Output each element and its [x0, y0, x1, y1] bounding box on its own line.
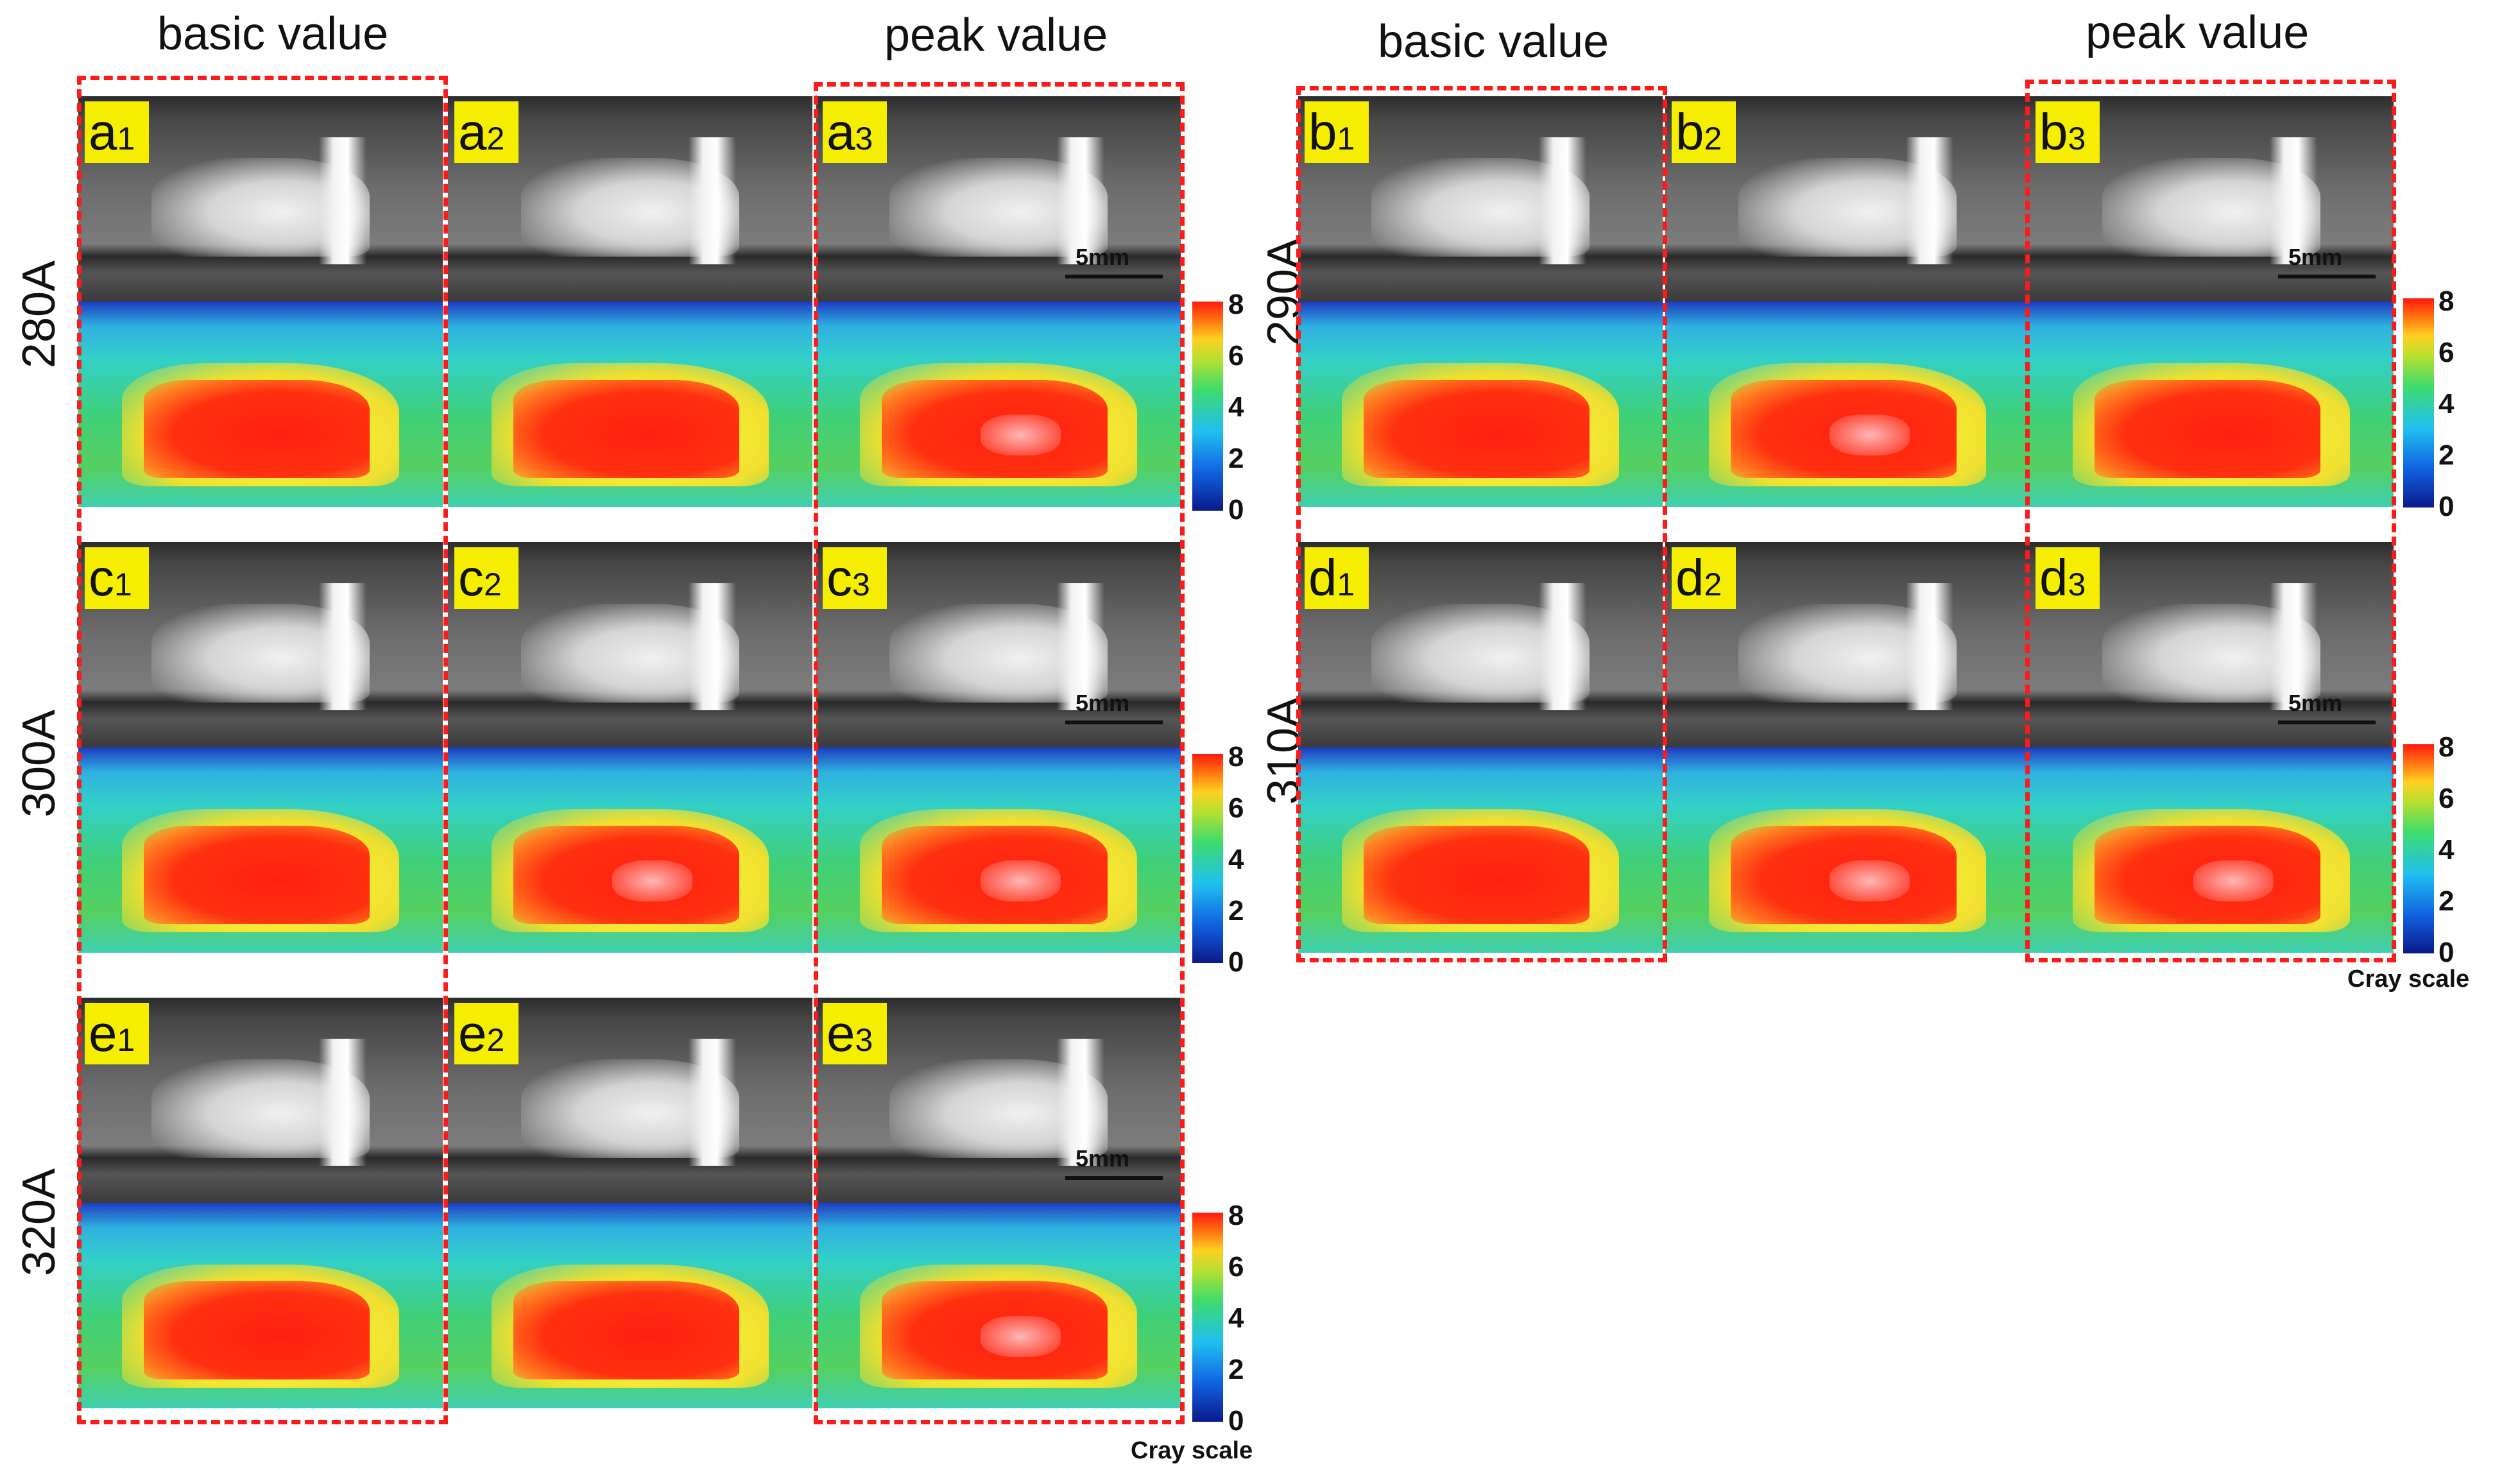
- colorbar-a-tick-4: 4: [1228, 391, 1244, 423]
- row-label-300a: 300A: [13, 709, 65, 818]
- scale-bar: [2278, 721, 2376, 724]
- colorbar-a-tick-0: 0: [1228, 494, 1244, 525]
- scale-bar-label: 5mm: [1076, 244, 1130, 270]
- panel-tag-c1: c1: [85, 547, 149, 609]
- colorbar-b-tick-6: 6: [2438, 337, 2455, 368]
- colorbar-e-tick-4: 4: [1228, 1302, 1244, 1334]
- colorbar-b: [2403, 298, 2434, 507]
- outline-left-peak: [814, 82, 1185, 1424]
- panel-e3: e3 5mm: [816, 998, 1181, 1408]
- header-right-basic: basic value: [1378, 16, 1609, 67]
- colorbar-e-tick-8: 8: [1228, 1200, 1244, 1231]
- panel-tag-b3: b3: [2035, 101, 2100, 163]
- panel-d3: d3 5mm: [2029, 542, 2394, 953]
- outline-left-basic: [77, 76, 448, 1424]
- scale-bar: [1065, 721, 1163, 724]
- scale-bar: [2278, 275, 2376, 278]
- panel-e1: e1: [78, 998, 443, 1408]
- panel-d1: d1: [1298, 542, 1663, 953]
- outline-right-peak: [2025, 80, 2396, 962]
- row-label-280a: 280A: [13, 260, 65, 369]
- colorbar-e-tick-0: 0: [1228, 1405, 1244, 1437]
- header-left-peak: peak value: [884, 10, 1108, 61]
- outline-right-basic: [1296, 86, 1667, 962]
- panel-tag-d1: d1: [1305, 547, 1369, 609]
- colorbar-d: [2403, 744, 2434, 953]
- panel-a1: a1: [78, 96, 443, 507]
- scale-bar-label: 5mm: [2288, 690, 2343, 716]
- panel-b3: b3 5mm: [2029, 96, 2394, 507]
- colorbar-e: [1192, 1213, 1223, 1422]
- scale-bar-label: 5mm: [1076, 690, 1130, 716]
- header-right-peak: peak value: [2086, 7, 2310, 58]
- panel-tag-b1: b1: [1305, 101, 1369, 163]
- scale-bar: [1065, 1176, 1163, 1180]
- colorbar-b-tick-4: 4: [2438, 388, 2455, 420]
- colorbar-c-tick-2: 2: [1228, 895, 1244, 926]
- panel-tag-e2: e2: [454, 1003, 518, 1064]
- panel-e2: e2: [448, 998, 812, 1408]
- panel-tag-a2: a2: [454, 101, 518, 163]
- colorbar-a-tick-8: 8: [1228, 289, 1244, 320]
- colorbar-e-tick-2: 2: [1228, 1354, 1244, 1385]
- colorbar-a-tick-2: 2: [1228, 443, 1244, 474]
- panel-tag-e1: e1: [85, 1003, 149, 1064]
- scale-bar: [1065, 275, 1163, 278]
- colorbar-c: [1192, 754, 1223, 963]
- panel-c1: c1: [78, 542, 443, 953]
- colorbar-c-tick-6: 6: [1228, 792, 1244, 824]
- colorbar-d-tick-2: 2: [2438, 885, 2455, 917]
- panel-b1: b1: [1298, 96, 1663, 507]
- panel-b2: b2: [1665, 96, 2030, 507]
- panel-tag-d3: d3: [2035, 547, 2100, 609]
- panel-tag-c2: c2: [454, 547, 518, 609]
- colorbar-a-tick-6: 6: [1228, 340, 1244, 371]
- scale-bar-label: 5mm: [1076, 1145, 1130, 1172]
- panel-d2: d2: [1665, 542, 2030, 953]
- colorbar-c-tick-8: 8: [1228, 741, 1244, 772]
- colorbar-label-left: Cray scale: [1131, 1437, 1253, 1464]
- colorbar-label-right: Cray scale: [2347, 966, 2470, 993]
- row-label-320a: 320A: [13, 1168, 65, 1277]
- panel-tag-c3: c3: [823, 547, 887, 609]
- panel-tag-e3: e3: [823, 1003, 887, 1064]
- header-left-basic: basic value: [157, 8, 389, 60]
- colorbar-b-tick-2: 2: [2438, 439, 2455, 471]
- colorbar-d-tick-8: 8: [2438, 731, 2455, 763]
- colorbar-d-tick-0: 0: [2438, 937, 2455, 968]
- panel-c2: c2: [448, 542, 812, 953]
- panel-tag-d2: d2: [1672, 547, 1736, 609]
- panel-c3: c3 5mm: [816, 542, 1181, 953]
- colorbar-a: [1192, 302, 1223, 511]
- panel-tag-a1: a1: [85, 101, 149, 163]
- colorbar-c-tick-4: 4: [1228, 844, 1244, 875]
- panel-tag-b2: b2: [1672, 101, 1736, 163]
- colorbar-b-tick-8: 8: [2438, 286, 2455, 317]
- colorbar-e-tick-6: 6: [1228, 1251, 1244, 1283]
- panel-a2: a2: [448, 96, 812, 507]
- colorbar-c-tick-0: 0: [1228, 946, 1244, 978]
- colorbar-d-tick-6: 6: [2438, 783, 2455, 814]
- panel-a3: a3 5mm: [816, 96, 1181, 507]
- scale-bar-label: 5mm: [2288, 244, 2343, 270]
- panel-tag-a3: a3: [823, 101, 887, 163]
- colorbar-b-tick-0: 0: [2438, 491, 2455, 522]
- colorbar-d-tick-4: 4: [2438, 834, 2455, 866]
